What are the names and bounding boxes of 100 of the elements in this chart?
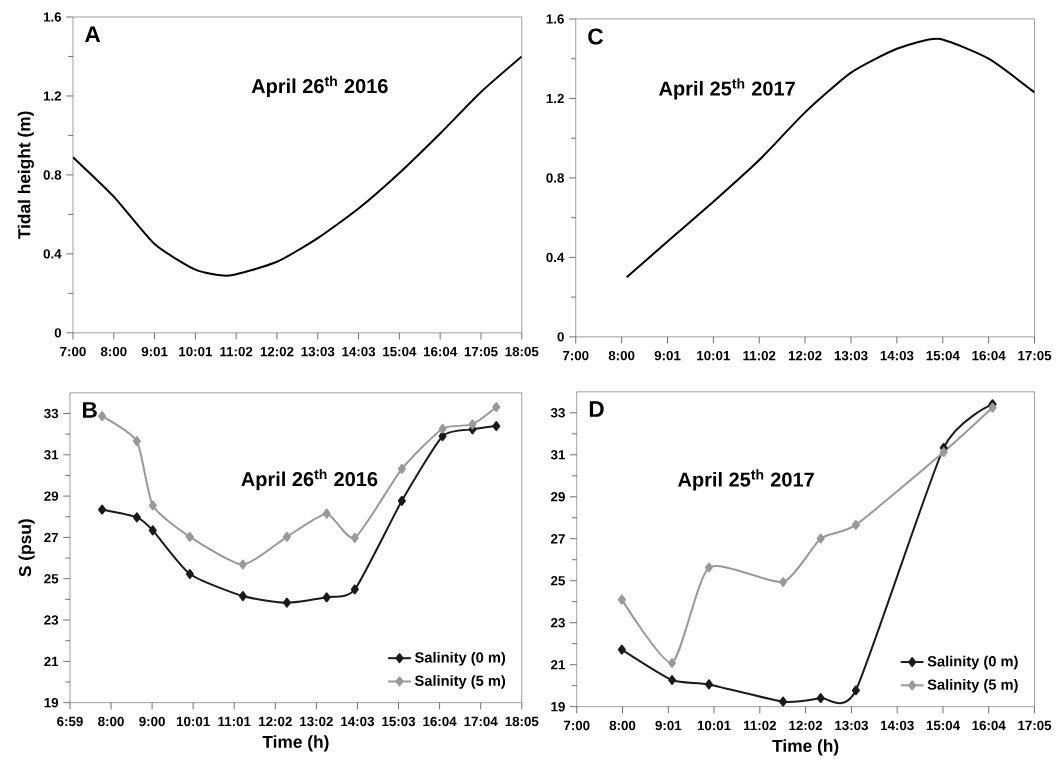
x-tick-label: 11:02 (743, 351, 776, 361)
point (322, 592, 331, 603)
x-tick-label: 13:03 (834, 351, 868, 361)
annotation: A (84, 26, 101, 43)
x-tick-label: 6:59 (57, 716, 83, 727)
annotation: C (588, 28, 604, 45)
x-tick-label: 8:00 (608, 351, 635, 361)
x-tick-label: 10:01 (697, 720, 731, 731)
x-tick-label: 8:00 (100, 347, 127, 357)
annotation: D (589, 401, 604, 418)
x-tick-label: 7:00 (60, 347, 86, 357)
legend-label: Salinity (0 m) (414, 652, 506, 666)
y-tick-label: 27 (551, 534, 565, 544)
point (282, 531, 291, 542)
point (322, 508, 331, 519)
x-tick-label: 14:03 (880, 351, 914, 361)
annotation: B (82, 402, 97, 418)
y-tick-label: 0.4 (546, 252, 565, 263)
y-tick-label: 1.6 (43, 12, 62, 22)
x-tick-label: 14:03 (341, 716, 375, 727)
y-tick-label: 1.6 (546, 14, 564, 24)
x-tick-label: 18:05 (505, 716, 539, 727)
point (704, 562, 713, 573)
x-tick-label: 9:01 (654, 351, 681, 361)
y-tick-label: 25 (551, 576, 565, 586)
annotation: April 25$^{th}$ 2017 (678, 469, 814, 491)
x-tick-label: 9:01 (141, 347, 168, 357)
y-axis-title: Tidal height (m) (17, 111, 34, 240)
point (468, 419, 477, 430)
x-tick-label: 16:04 (423, 347, 458, 357)
x-tick-label: 12:02 (260, 347, 294, 357)
x-tick-label: 15:04 (926, 351, 960, 361)
x-tick-label: 9:00 (139, 716, 165, 727)
x-tick-label: 11:02 (220, 347, 253, 357)
x-tick-label: 17:05 (464, 347, 498, 357)
x-tick-label: 14:03 (342, 347, 376, 357)
point (816, 693, 825, 704)
point (132, 436, 141, 447)
line-series (72, 55, 522, 277)
y-tick-label: 31 (44, 450, 59, 460)
legend-label: Salinity (5 m) (927, 679, 1018, 693)
legend-label: Salinity (0 m) (927, 655, 1018, 670)
point (492, 402, 501, 413)
y-tick-label: 21 (551, 660, 565, 670)
y-tick-label: 25 (44, 574, 59, 584)
point (668, 658, 677, 669)
point (438, 423, 447, 434)
x-tick-label: 15:04 (926, 720, 960, 731)
y-tick-label: 27 (44, 532, 59, 543)
annotation: April 25$^{th}$ 2017 (659, 78, 795, 100)
point (397, 464, 406, 474)
x-tick-label: 12:02 (259, 716, 292, 727)
x-tick-label: 17:05 (1018, 351, 1052, 361)
line-series (625, 37, 1035, 279)
point (238, 591, 247, 602)
y-tick-label: 1.2 (546, 93, 564, 104)
point (438, 431, 447, 442)
point (816, 533, 825, 544)
y-tick-label: 19 (44, 698, 59, 708)
x-tick-label: 10:01 (176, 716, 210, 727)
point (779, 696, 788, 707)
x-tick-label: 13:03 (301, 347, 335, 357)
y-tick-label: 23 (44, 615, 59, 625)
point (851, 685, 860, 696)
y-tick-label: 1.2 (43, 91, 62, 101)
point (492, 421, 501, 432)
y-tick-label: 0.8 (43, 170, 62, 180)
x-tick-label: 13:02 (300, 716, 333, 727)
y-axis-title: S (psu) (18, 519, 35, 577)
x-tick-label: 8:00 (609, 720, 636, 731)
x-tick-label: 7:00 (563, 720, 590, 731)
x-tick-label: 16:04 (972, 351, 1006, 361)
x-tick-label: 12:02 (788, 351, 822, 361)
y-tick-label: 29 (551, 492, 565, 502)
annotation: April 26$^{th}$ 2016 (251, 76, 388, 98)
point (851, 520, 860, 531)
point (238, 559, 247, 570)
x-axis-title: Time (h) (262, 735, 329, 752)
y-tick-label: 21 (44, 656, 59, 667)
x-tick-label: 10:01 (697, 351, 730, 361)
point (350, 533, 359, 543)
x-tick-label: 13:03 (835, 720, 868, 731)
x-tick-label: 14:03 (880, 720, 914, 731)
x-tick-label: 15:04 (383, 347, 417, 357)
point (132, 512, 141, 523)
y-tick-label: 31 (550, 450, 565, 460)
x-tick-label: 17:05 (1018, 720, 1052, 731)
point (350, 584, 359, 595)
point (185, 531, 194, 542)
x-tick-label: 15:03 (382, 716, 416, 727)
x-tick-label: 16:04 (423, 716, 457, 727)
y-tick-label: 23 (551, 618, 565, 628)
point (704, 679, 713, 690)
x-tick-label: 11:01 (218, 716, 251, 727)
x-tick-label: 10:01 (179, 347, 213, 357)
x-tick-label: 9:01 (655, 720, 682, 731)
y-tick-label: 29 (44, 491, 59, 501)
point (779, 577, 788, 588)
point (939, 447, 948, 458)
point (282, 597, 291, 608)
